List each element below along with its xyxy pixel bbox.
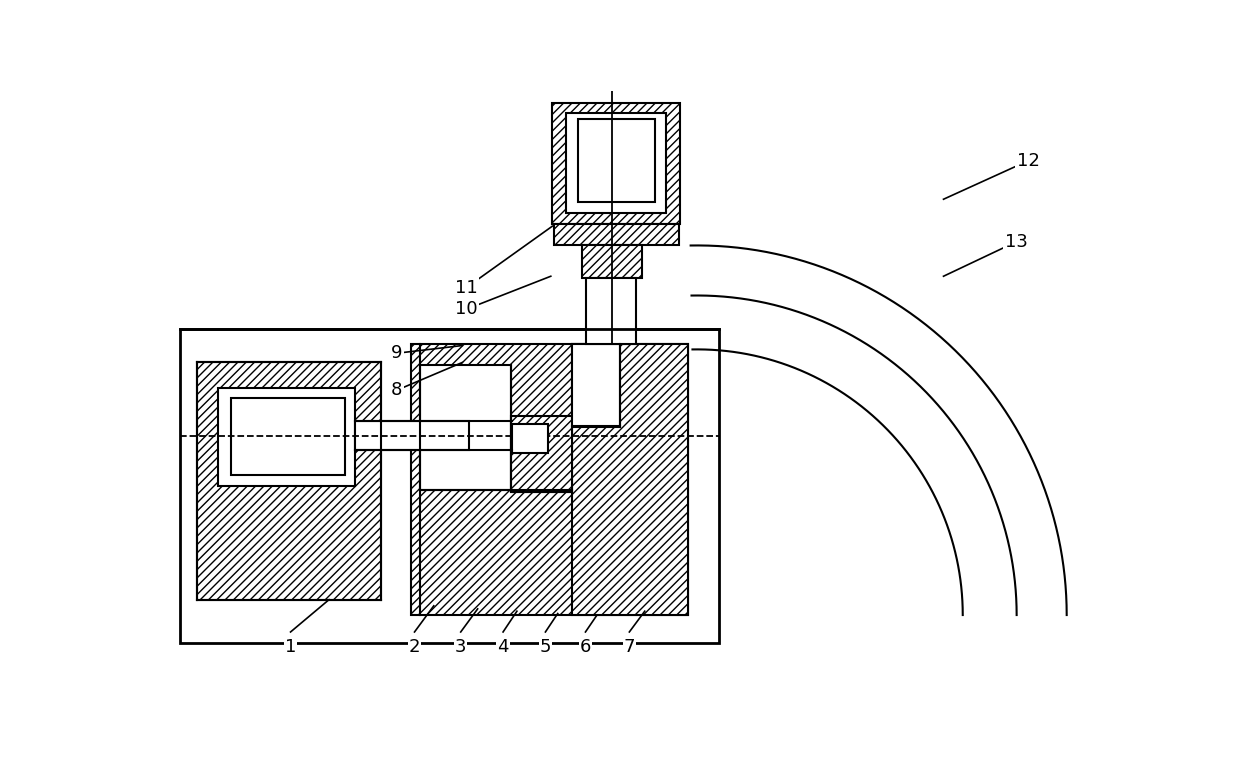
- Text: 8: 8: [391, 381, 403, 399]
- Text: 13: 13: [1006, 232, 1028, 251]
- Bar: [554, 224, 678, 245]
- Text: 5: 5: [539, 638, 551, 656]
- Text: 2: 2: [409, 638, 420, 656]
- Bar: [218, 388, 355, 486]
- Bar: [197, 363, 382, 600]
- Bar: [512, 424, 548, 453]
- Bar: [578, 119, 655, 203]
- Bar: [573, 344, 688, 615]
- Bar: [511, 416, 573, 491]
- Bar: [420, 365, 511, 489]
- Bar: [355, 421, 469, 450]
- Text: 1: 1: [285, 638, 296, 656]
- Bar: [410, 344, 688, 615]
- Bar: [180, 328, 719, 643]
- Bar: [573, 344, 620, 427]
- Bar: [587, 278, 636, 344]
- Text: 7: 7: [624, 638, 635, 656]
- Bar: [552, 103, 681, 224]
- Text: 4: 4: [497, 638, 508, 656]
- Bar: [582, 245, 641, 278]
- Bar: [231, 398, 345, 475]
- Text: 10: 10: [455, 300, 477, 319]
- Text: 3: 3: [455, 638, 466, 656]
- Text: 12: 12: [1017, 152, 1039, 170]
- Text: 9: 9: [391, 344, 403, 362]
- Text: 11: 11: [455, 279, 477, 296]
- Text: 6: 6: [580, 638, 591, 656]
- Bar: [567, 113, 666, 213]
